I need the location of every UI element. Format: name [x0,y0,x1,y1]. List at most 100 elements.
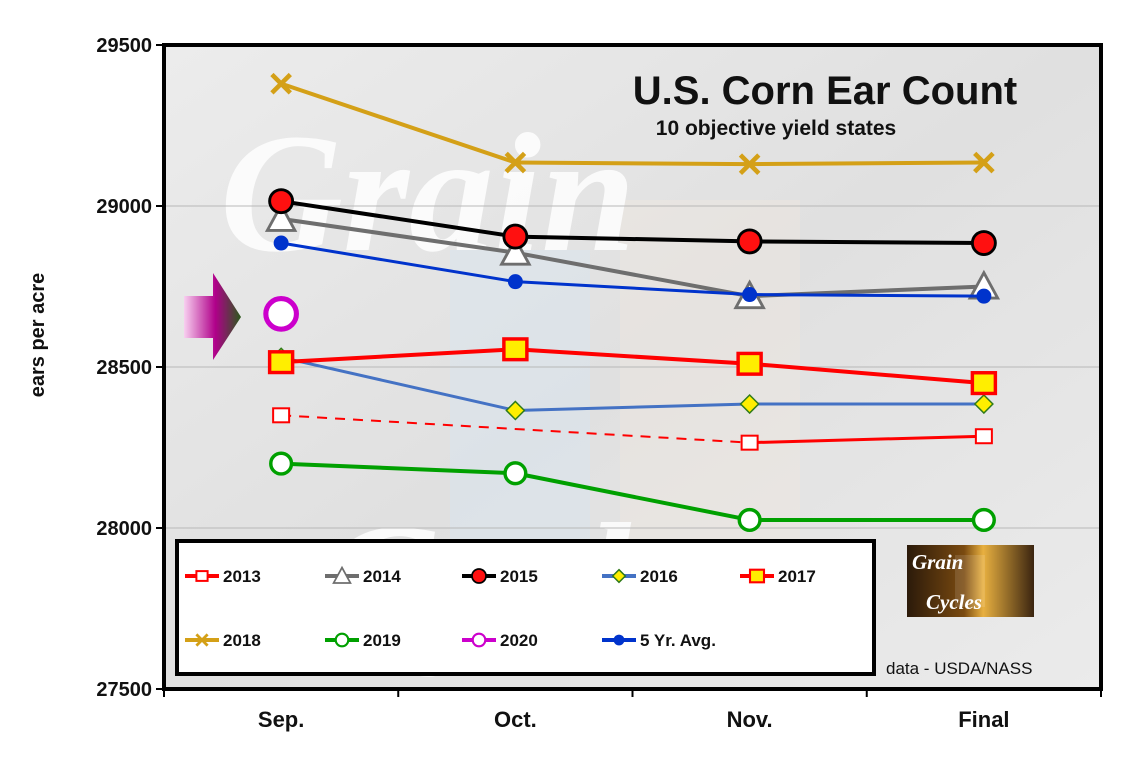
y-tick-label: 28500 [96,357,152,379]
legend-label: 2015 [500,567,538,586]
data-point [973,151,995,174]
logo-line2: Cycles [926,590,982,614]
data-point [507,274,523,290]
series-line [749,434,984,445]
series-line [281,461,516,476]
series-line [280,216,516,255]
series-line [515,280,750,297]
data-point [742,287,758,303]
data-point [195,633,209,647]
legend-label: 2016 [640,567,678,586]
data-point [611,568,627,584]
series-line [749,160,984,167]
legend-item: 2015 [462,567,538,586]
legend-item: 2019 [325,631,401,650]
data-point [270,72,292,95]
data-point [505,400,526,421]
data-point [976,288,992,304]
x-tick-label: Sep. [258,707,304,732]
series-2018 [270,72,995,175]
legend-item: 2018 [185,631,261,650]
series-line [280,199,516,239]
series-line [749,239,984,246]
data-point [736,228,763,255]
series-line [281,347,516,365]
series-layer [263,72,1001,533]
series-2017 [267,337,998,396]
x-tick-label: Final [958,707,1009,732]
arrow-indicator [184,273,241,360]
series-2013 [272,407,993,451]
legend-label: 2018 [223,631,261,650]
data-point [264,202,298,232]
data-point [332,565,352,584]
data-point [502,223,529,250]
data-point [970,371,998,396]
series-2019 [269,451,996,533]
legend-item: 2020 [462,631,538,650]
x-tick-label: Oct. [494,707,537,732]
series-line [749,361,985,386]
series-2020 [263,296,299,332]
x-axis-ticks: Sep. Oct. Nov. Final [163,689,1102,732]
legend-item: 2013 [185,567,261,586]
series-line [515,234,750,244]
legend-item: 5 Yr. Avg. [602,631,716,650]
data-point [739,393,760,415]
logo-line1: Grain [912,550,963,574]
data-point [272,407,291,424]
data-point [502,337,529,362]
data-point [971,507,996,533]
y-axis-ticks: 27500 28000 28500 29000 29500 [96,35,164,701]
legend-label: 2017 [778,567,816,586]
series-line [280,241,516,284]
series-5-yr-avg- [273,235,992,304]
data-point [499,235,532,266]
series-2015 [268,188,997,256]
series-line [281,414,750,444]
data-point [471,568,487,584]
legend-item: 2016 [602,567,678,586]
data-point [273,235,289,251]
data-point [974,428,993,445]
data-point [267,350,295,375]
series-line [749,293,984,298]
legend-label: 2013 [223,567,261,586]
legend-box [175,539,876,676]
legend-item: 2017 [740,567,816,586]
data-point [737,507,762,533]
data-point [613,634,625,646]
data-point [970,230,997,256]
plot-frame [162,43,1103,691]
legend-label: 2014 [363,567,401,586]
data-point [334,632,350,648]
chart-subtitle: 10 objective yield states [656,117,896,140]
data-point [736,351,763,376]
legend-label: 2019 [363,631,401,650]
x-tick-label: Nov. [727,707,773,732]
series-line [514,471,751,522]
y-tick-label: 29000 [96,196,152,218]
grain-cycles-logo: Grain Cycles [907,545,1034,617]
data-point [504,151,527,174]
legend-item: 2014 [325,565,401,586]
y-tick-label: 29500 [96,35,152,57]
series-line [515,402,750,412]
series-2016 [271,347,994,421]
data-point [195,570,209,582]
data-point [738,153,761,175]
y-tick-label: 28000 [96,518,152,540]
data-point [973,393,994,415]
legend-label: 2020 [500,631,538,650]
y-axis-label: ears per acre [27,273,49,398]
data-point [268,188,295,215]
data-point [471,632,487,648]
series-line [515,160,750,167]
data-point [263,296,299,332]
source-note: data - USDA/NASS [886,659,1032,678]
series-line [515,250,750,299]
data-point [748,568,766,584]
data-point [269,451,294,476]
